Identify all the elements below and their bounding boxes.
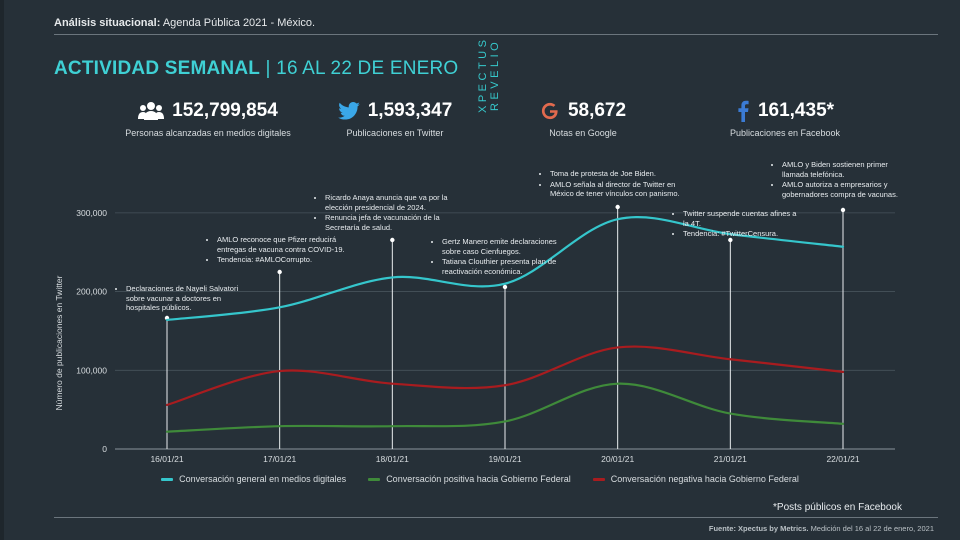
series-lines [165, 215, 845, 433]
annotation-bullet: AMLO y Biden sostienen primer llamada te… [782, 160, 913, 179]
x-tick-label: 19/01/21 [488, 454, 521, 464]
y-axis-label: Número de publicaciones en Twitter [54, 275, 64, 410]
legend-item-negative: Conversación negativa hacia Gobierno Fed… [592, 474, 799, 484]
y-tick-labels: 0 100,000 200,000 300,000 [76, 208, 107, 454]
y-tick-label: 100,000 [76, 365, 107, 375]
legend-item-positive: Conversación positiva hacia Gobierno Fed… [368, 474, 571, 484]
annotation-bullet: Tendencia: #TwitterCensura. [683, 229, 804, 239]
event-dot [615, 204, 620, 210]
x-tick-label: 20/01/21 [601, 454, 634, 464]
stat-twitter-label: Publicaciones en Twitter [346, 128, 444, 138]
annotation-bullet: Tendencia: #AMLOCorrupto. [217, 255, 358, 265]
legend-swatch [161, 477, 174, 481]
stat-facebook-value: 161,435* [757, 100, 835, 121]
legend-item-general: Conversación general en medios digitales [161, 474, 346, 484]
stat-twitter-value: 1,593,347 [367, 100, 453, 121]
title-main: ACTIVIDAD SEMANAL [54, 58, 261, 79]
stat-google: 58,672 Notas en Google [508, 100, 658, 138]
annotation-4: Toma de protesta de Joe Biden.AMLO señal… [541, 169, 701, 200]
footer-source: Fuente: Xpectus by Metrics. Medición del… [709, 524, 934, 533]
x-tick-labels: 16/01/21 17/01/21 18/01/21 19/01/21 20/01/21… [150, 454, 859, 464]
annotation-bullet: Twitter suspende cuentas afines a la 4T. [683, 209, 804, 228]
people-icon [138, 102, 165, 120]
annotation-bullet: Toma de protesta de Joe Biden. [550, 169, 701, 179]
annotation-bullet: AMLO reconoce que Pfizer reducirá entreg… [217, 235, 358, 254]
title-sub: 16 AL 22 DE ENERO [276, 58, 459, 79]
x-tick-label: 18/01/21 [376, 454, 409, 464]
stat-google-label: Notas en Google [549, 128, 617, 138]
legend-label: Conversación general en medios digitales [179, 474, 347, 484]
annotation-5: Twitter suspende cuentas afines a la 4T.… [674, 209, 804, 240]
x-tick-label: 17/01/21 [263, 454, 296, 464]
stat-google-value: 58,672 [567, 100, 627, 121]
event-dot [502, 284, 508, 290]
facebook-note: *Posts públicos en Facebook [773, 502, 902, 513]
footer-source-label: Fuente: Xpectus by Metrics. [708, 524, 809, 533]
x-tick-label: 16/01/21 [150, 454, 183, 464]
event-dot [728, 237, 733, 243]
annotation-bullet: AMLO autoriza a empresarios y gobernador… [782, 180, 913, 199]
stat-facebook-label: Publicaciones en Facebook [729, 128, 841, 138]
annotation-bullet: AMLO señala al director de Twitter en Mé… [550, 180, 701, 199]
stat-people-value: 152,799,854 [172, 100, 278, 121]
annotation-bullet: Tatiana Clouthier presenta plan de react… [442, 257, 573, 276]
legend-swatch [592, 477, 605, 481]
header-line: Análisis situacional: Agenda Pública 202… [54, 17, 315, 29]
event-dot [840, 207, 846, 213]
x-tick-label: 22/01/21 [826, 454, 859, 464]
left-edge-bar [0, 0, 4, 540]
series-line-0 [165, 215, 845, 322]
series-line-2 [165, 345, 845, 407]
annotation-6: AMLO y Biden sostienen primer llamada te… [773, 160, 913, 200]
event-dot [390, 237, 395, 243]
chart-legend: Conversación general en medios digitales… [0, 474, 960, 484]
series-line-1 [165, 382, 845, 433]
annotation-bullet: Ricardo Anaya anuncia que va por la elec… [325, 193, 466, 212]
header-label: Análisis situacional: [54, 17, 161, 29]
stat-twitter: 1,593,347 Publicaciones en Twitter [320, 100, 470, 138]
stat-facebook: 161,435* Publicaciones en Facebook [700, 100, 870, 138]
annotation-2: Ricardo Anaya anuncia que va por la elec… [316, 193, 466, 233]
legend-swatch [368, 477, 381, 481]
event-dot [277, 269, 282, 275]
footer-source-text: Medición del 16 al 22 de enero, 2021 [810, 524, 934, 533]
header-text: Agenda Pública 2021 - México. [162, 17, 316, 29]
x-tick-label: 21/01/21 [714, 454, 747, 464]
stat-people-label: Personas alcanzadas en medios digitales [125, 128, 291, 138]
twitter-icon [337, 102, 360, 120]
stat-people: 152,799,854 Personas alcanzadas en medio… [104, 100, 312, 138]
legend-label: Conversación negativa hacia Gobierno Fed… [610, 474, 799, 484]
y-tick-label: 200,000 [76, 287, 107, 297]
annotation-3: Gertz Manero emite declaraciones sobre c… [433, 237, 573, 277]
y-tick-label: 0 [102, 444, 107, 454]
annotation-bullet: Gertz Manero emite declaraciones sobre c… [442, 237, 573, 256]
y-tick-label: 300,000 [76, 208, 107, 218]
annotation-bullet: Declaraciones de Nayeli Salvatori sobre … [126, 284, 247, 313]
annotation-bullet: Renuncia jefa de vacunación de la Secret… [325, 213, 466, 232]
facebook-icon [738, 100, 749, 122]
legend-label: Conversación positiva hacia Gobierno Fed… [386, 474, 571, 484]
top-divider [54, 34, 938, 35]
annotation-0: Declaraciones de Nayeli Salvatori sobre … [117, 284, 247, 314]
google-icon [541, 102, 558, 120]
annotation-1: AMLO reconoce que Pfizer reducirá entreg… [208, 235, 358, 266]
page-title: ACTIVIDAD SEMANAL | 16 AL 22 DE ENERO [54, 58, 458, 80]
title-separator: | [260, 58, 277, 79]
bottom-divider [54, 517, 938, 518]
